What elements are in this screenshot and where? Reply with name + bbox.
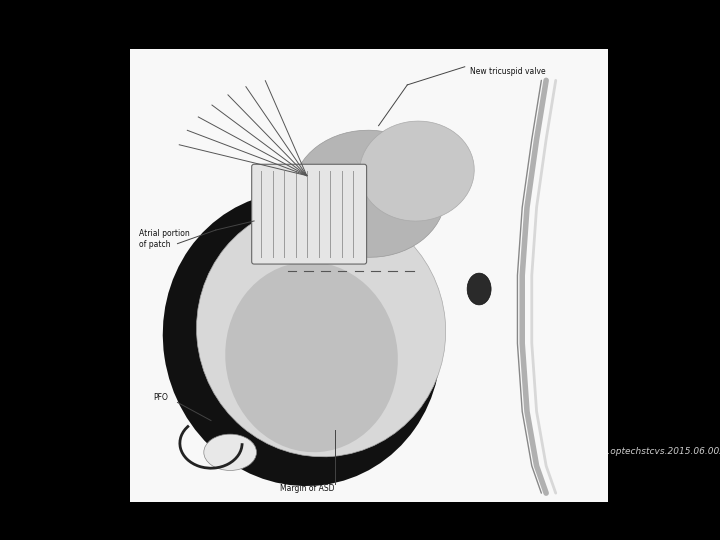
Text: Figure 8: Figure 8 [338, 79, 400, 94]
Ellipse shape [292, 130, 446, 257]
Text: Copyright © 2015 Elsevier Inc.: Copyright © 2015 Elsevier Inc. [190, 456, 333, 465]
Text: Margin of ASD: Margin of ASD [279, 484, 334, 493]
Ellipse shape [197, 203, 446, 457]
Ellipse shape [204, 434, 256, 470]
Ellipse shape [163, 192, 441, 486]
Ellipse shape [225, 262, 398, 452]
FancyBboxPatch shape [252, 164, 366, 264]
Text: PFO: PFO [153, 393, 168, 402]
Text: Operative Techniques in Thoracic and Cardiovascular Surgery 2015 2075-86 DOI: (1: Operative Techniques in Thoracic and Car… [190, 447, 720, 456]
Text: Atrial portion
of patch: Atrial portion of patch [139, 229, 190, 249]
Ellipse shape [359, 121, 474, 221]
Ellipse shape [467, 273, 491, 305]
Text: New tricuspid valve: New tricuspid valve [469, 67, 545, 76]
Text: Terms and Conditions: Terms and Conditions [298, 456, 396, 465]
